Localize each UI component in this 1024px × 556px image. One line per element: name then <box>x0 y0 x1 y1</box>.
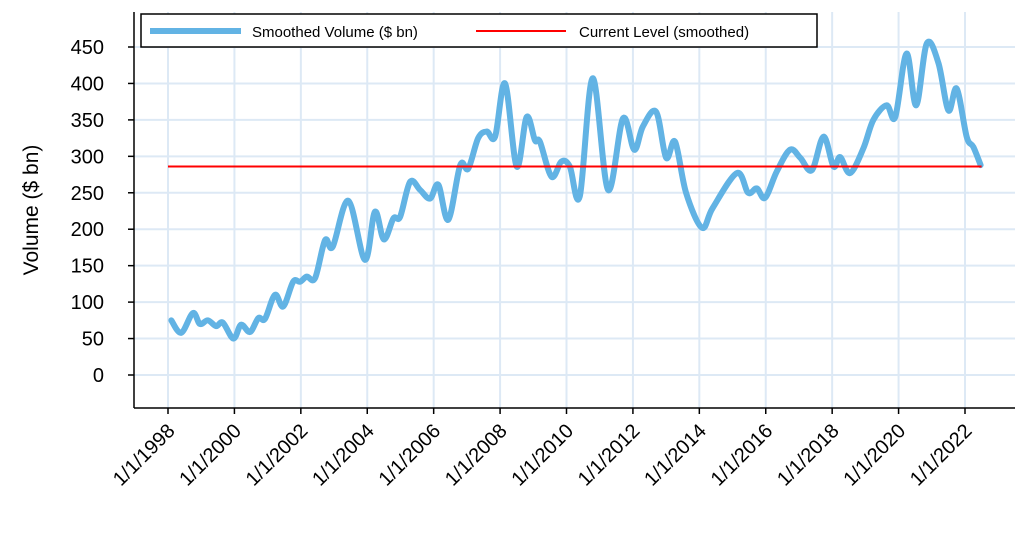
legend-label-smoothed-volume: Smoothed Volume ($ bn) <box>252 24 418 41</box>
y-tick-label: 300 <box>71 146 104 168</box>
x-tick-label: 1/1/2006 <box>375 420 446 491</box>
x-tick-label: 1/1/2022 <box>906 420 977 491</box>
y-tick-label: 0 <box>93 365 104 387</box>
gridlines <box>134 12 1015 408</box>
y-axis-title: Volume ($ bn) <box>20 145 43 276</box>
y-tick-label: 150 <box>71 256 104 278</box>
y-tick-label: 350 <box>71 110 104 132</box>
x-tick-label: 1/1/2004 <box>308 420 379 491</box>
x-tick-label: 1/1/2008 <box>441 420 512 491</box>
x-tick-label: 1/1/2002 <box>242 420 313 491</box>
series-smoothed-volume-line <box>171 42 980 339</box>
series-layer <box>168 42 982 339</box>
legend-label-current-level: Current Level (smoothed) <box>579 24 749 41</box>
x-tick-label: 1/1/2000 <box>175 420 246 491</box>
x-tick-label: 1/1/2014 <box>640 420 711 491</box>
x-tick-label: 1/1/2012 <box>574 420 645 491</box>
y-tick-label: 400 <box>71 73 104 95</box>
x-tick-label: 1/1/2018 <box>773 420 844 491</box>
y-tick-label: 50 <box>82 329 104 351</box>
y-tick-label: 100 <box>71 292 104 314</box>
legend: Smoothed Volume ($ bn) Current Level (sm… <box>141 14 817 47</box>
x-tick-label: 1/1/2010 <box>507 420 578 491</box>
x-tick-label: 1/1/1998 <box>109 420 180 491</box>
y-tick-label: 450 <box>71 37 104 59</box>
y-tick-label: 200 <box>71 219 104 241</box>
x-tick-label: 1/1/2020 <box>840 420 911 491</box>
x-tick-label: 1/1/2016 <box>707 420 778 491</box>
y-tick-label: 250 <box>71 183 104 205</box>
